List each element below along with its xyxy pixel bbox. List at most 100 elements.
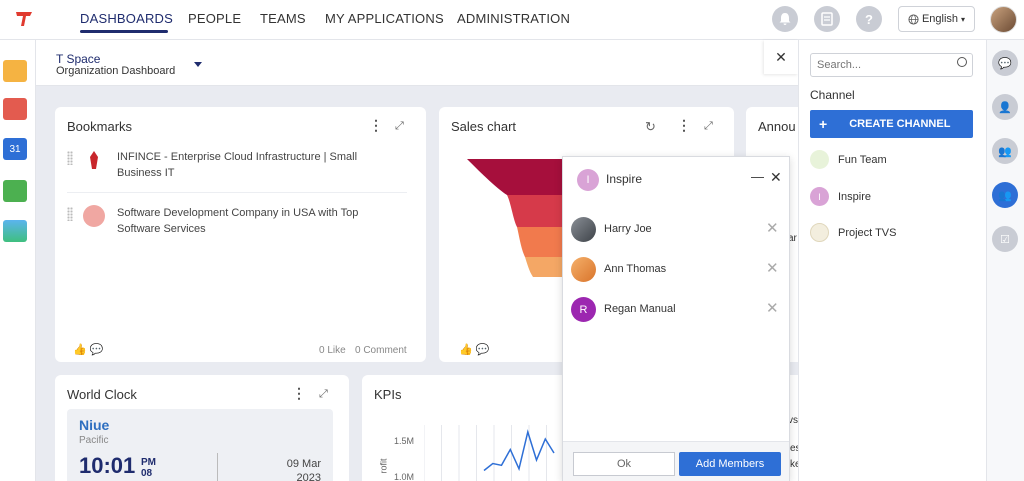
partial-text: ke xyxy=(790,459,801,470)
bookmark-link[interactable]: INFINCE - Enterprise Cloud Infrastructur… xyxy=(117,151,358,179)
channel-heading: Channel xyxy=(810,88,855,102)
dashboard-header: T Space Organization Dashboard xyxy=(36,40,798,86)
language-select[interactable]: English ▾ xyxy=(898,6,975,32)
member-avatar: R xyxy=(571,297,596,322)
member-name: Ann Thomas xyxy=(604,263,667,275)
member-name: Regan Manual xyxy=(604,303,676,315)
channel-avatar: I xyxy=(577,169,599,191)
help-icon[interactable]: ? xyxy=(856,6,882,32)
language-label: English xyxy=(921,13,959,25)
member-row[interactable]: Harry Joe ✕ xyxy=(571,217,786,245)
nav-administration[interactable]: ADMINISTRATION xyxy=(457,11,571,26)
more-options-icon[interactable]: ⋮ xyxy=(292,385,306,401)
clock-region: Pacific xyxy=(79,435,109,446)
channel-search-input[interactable] xyxy=(810,53,973,77)
expand-icon[interactable]: ⤢ xyxy=(319,388,328,400)
world-clock-card: World Clock ⋮ ⤢ Niue Pacific 10:01 PM 08 … xyxy=(55,375,349,481)
calendar-check-icon[interactable]: ☑ xyxy=(992,226,1018,252)
folder-icon[interactable] xyxy=(3,60,27,82)
create-channel-label: CREATE CHANNEL xyxy=(849,118,951,130)
mail-icon[interactable] xyxy=(3,98,27,120)
nav-my-applications[interactable]: MY APPLICATIONS xyxy=(325,11,444,26)
funnel-segment[interactable] xyxy=(467,159,567,195)
globe-icon xyxy=(908,13,919,25)
partial-text: ar xyxy=(788,233,797,244)
member-avatar xyxy=(571,217,596,242)
left-app-rail: 31 xyxy=(0,40,36,481)
channel-name: Fun Team xyxy=(838,154,887,166)
chat-icon[interactable]: 💬 xyxy=(992,50,1018,76)
card-title: Annou xyxy=(758,119,796,134)
space-name[interactable]: T Space xyxy=(56,52,101,66)
partial-text: es xyxy=(790,443,801,454)
add-members-button[interactable]: Add Members xyxy=(679,452,781,476)
remove-member-icon[interactable]: ✕ xyxy=(766,220,779,237)
expand-icon[interactable]: ⤢ xyxy=(395,120,404,132)
dialog-title: Inspire xyxy=(606,172,643,186)
dashboard-dropdown-icon[interactable] xyxy=(194,62,202,67)
channel-item[interactable]: I Inspire xyxy=(810,187,975,207)
minimize-icon[interactable]: — xyxy=(751,169,764,184)
partial-text: vs xyxy=(788,415,798,426)
ok-button[interactable]: Ok xyxy=(573,452,675,476)
calendar-icon[interactable]: 31 xyxy=(3,138,27,160)
notification-bell-icon[interactable] xyxy=(772,6,798,32)
nav-teams[interactable]: TEAMS xyxy=(260,11,306,26)
member-avatar xyxy=(571,257,596,282)
axis-label: rofit xyxy=(378,458,389,474)
more-options-icon[interactable]: ⋮ xyxy=(677,117,691,133)
kpi-line-chart xyxy=(424,425,555,481)
funnel-chart xyxy=(467,159,567,277)
tick-label: 1.5M xyxy=(394,436,415,446)
channel-item[interactable]: Project TVS xyxy=(810,223,975,243)
member-name: Harry Joe xyxy=(604,223,652,235)
checklist-icon[interactable] xyxy=(3,180,27,202)
gallery-icon[interactable] xyxy=(3,220,27,242)
tasks-icon[interactable] xyxy=(814,6,840,32)
like-comment-icons[interactable]: 👍 💬 xyxy=(73,344,104,356)
chevron-down-icon: ▾ xyxy=(961,14,966,24)
channel-avatar xyxy=(810,150,829,169)
bookmark-favicon-icon xyxy=(83,205,105,227)
remove-member-icon[interactable]: ✕ xyxy=(766,260,779,277)
contact-icon[interactable]: 👤 xyxy=(992,94,1018,120)
clock-date: 09 Mar 2023 xyxy=(286,458,321,481)
funnel-segment[interactable] xyxy=(507,195,567,227)
top-nav: DASHBOARDS PEOPLE TEAMS MY APPLICATIONS … xyxy=(0,0,1024,40)
funnel-segment[interactable] xyxy=(517,227,567,257)
channel-item[interactable]: Fun Team xyxy=(810,150,975,170)
remove-member-icon[interactable]: ✕ xyxy=(766,300,779,317)
right-rail: 💬 👤 👥 👥 ☑ xyxy=(986,40,1024,481)
drag-handle-icon[interactable] xyxy=(67,207,73,221)
nav-people[interactable]: PEOPLE xyxy=(188,11,242,26)
comment-count[interactable]: 0 Comment xyxy=(355,345,407,356)
plus-icon: + xyxy=(819,116,828,132)
funnel-segment[interactable] xyxy=(525,257,567,277)
like-count[interactable]: 0 Like xyxy=(319,345,346,356)
member-row[interactable]: Ann Thomas ✕ xyxy=(571,257,786,285)
nav-active-indicator xyxy=(80,30,168,33)
drag-handle-icon[interactable] xyxy=(67,151,73,165)
card-title: Bookmarks xyxy=(67,119,133,134)
expand-icon[interactable]: ⤢ xyxy=(704,120,713,132)
team-icon[interactable]: 👥 xyxy=(992,138,1018,164)
nav-dashboards[interactable]: DASHBOARDS xyxy=(80,11,174,26)
dashboard-name[interactable]: Organization Dashboard xyxy=(56,65,176,77)
bookmark-link[interactable]: Software Development Company in USA with… xyxy=(117,207,359,235)
tick-label: 1.0M xyxy=(394,472,415,481)
member-row[interactable]: R Regan Manual ✕ xyxy=(571,297,786,325)
more-options-icon[interactable]: ⋮ xyxy=(369,117,383,133)
search-icon[interactable] xyxy=(957,57,967,67)
like-comment-icons[interactable]: 👍 💬 xyxy=(459,344,490,356)
clock-city: Niue xyxy=(79,417,110,433)
clock-ampm: PM 08 xyxy=(141,457,156,479)
channel-name: Inspire xyxy=(838,191,872,203)
close-panel-icon[interactable]: ✕ xyxy=(764,40,798,74)
kpi-series-line xyxy=(483,429,555,472)
create-channel-button[interactable]: + CREATE CHANNEL xyxy=(810,110,973,138)
refresh-icon[interactable]: ↻ xyxy=(645,119,656,134)
brand-logo-icon[interactable] xyxy=(14,9,34,29)
close-icon[interactable]: ✕ xyxy=(770,169,782,185)
channels-icon[interactable]: 👥 xyxy=(992,182,1018,208)
user-avatar[interactable] xyxy=(990,6,1017,33)
